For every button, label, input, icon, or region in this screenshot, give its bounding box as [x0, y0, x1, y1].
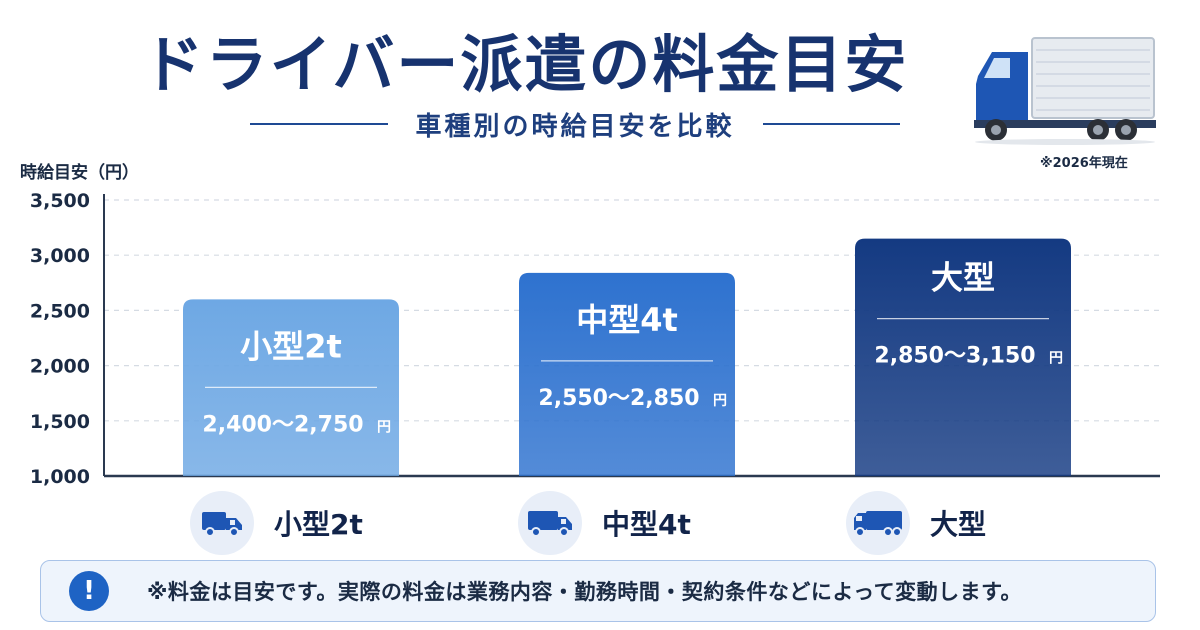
bar — [855, 238, 1071, 476]
category-large: 大型 — [846, 488, 986, 558]
large-truck-icon — [846, 491, 910, 555]
category-label: 中型4t — [602, 508, 691, 541]
small-truck-icon — [190, 491, 254, 555]
y-tick-label: 1,500 — [30, 411, 90, 433]
bar-category-label: 大型 — [931, 259, 995, 297]
category-label: 小型2t — [274, 508, 363, 541]
bar-category-label: 中型4t — [576, 301, 678, 339]
bar-category-label: 小型2t — [240, 327, 342, 365]
page-title: ドライバー派遣の料金目安 — [141, 28, 909, 101]
bar-range-label: 2,400〜2,750 — [202, 412, 363, 437]
notice-box: ! ※料金は目安です。実際の料金は業務内容・勤務時間・契約条件などによって変動し… — [40, 560, 1156, 622]
subtitle-right-line — [762, 123, 901, 125]
bar-range-label: 2,850〜3,150 — [874, 344, 1035, 369]
bar — [519, 272, 735, 476]
category-small: 小型2t — [190, 488, 363, 558]
category-row: 小型2t 中型4t 大型 — [0, 488, 1200, 558]
notice-text: ※料金は目安です。実際の料金は業務内容・勤務時間・契約条件などによって変動します… — [147, 580, 1023, 604]
subtitle-block: 車種別の時給目安を比較 — [250, 104, 901, 144]
medium-truck-icon — [518, 491, 582, 555]
bar-range-unit: 円 — [1049, 351, 1063, 367]
subtitle-left-line — [250, 123, 388, 125]
y-tick-label: 3,000 — [30, 245, 90, 267]
bar-range-unit: 円 — [377, 419, 391, 435]
bar-range-label: 2,550〜2,850 — [538, 386, 699, 411]
y-tick-label: 1,000 — [30, 466, 90, 488]
y-tick-label: 3,500 — [30, 190, 90, 212]
category-medium: 中型4t — [518, 488, 691, 558]
box-truck-icon — [974, 37, 1156, 145]
y-tick-label: 2,000 — [30, 356, 90, 378]
exclamation-icon: ! — [69, 571, 109, 611]
bar-range-unit: 円 — [713, 393, 727, 409]
date-note: ※2026年現在 — [1040, 156, 1128, 171]
y-tick-label: 2,500 — [30, 300, 90, 322]
category-label: 大型 — [930, 508, 987, 541]
page-subtitle: 車種別の時給目安を比較 — [415, 111, 735, 142]
y-axis-label: 時給目安（円） — [20, 163, 139, 183]
